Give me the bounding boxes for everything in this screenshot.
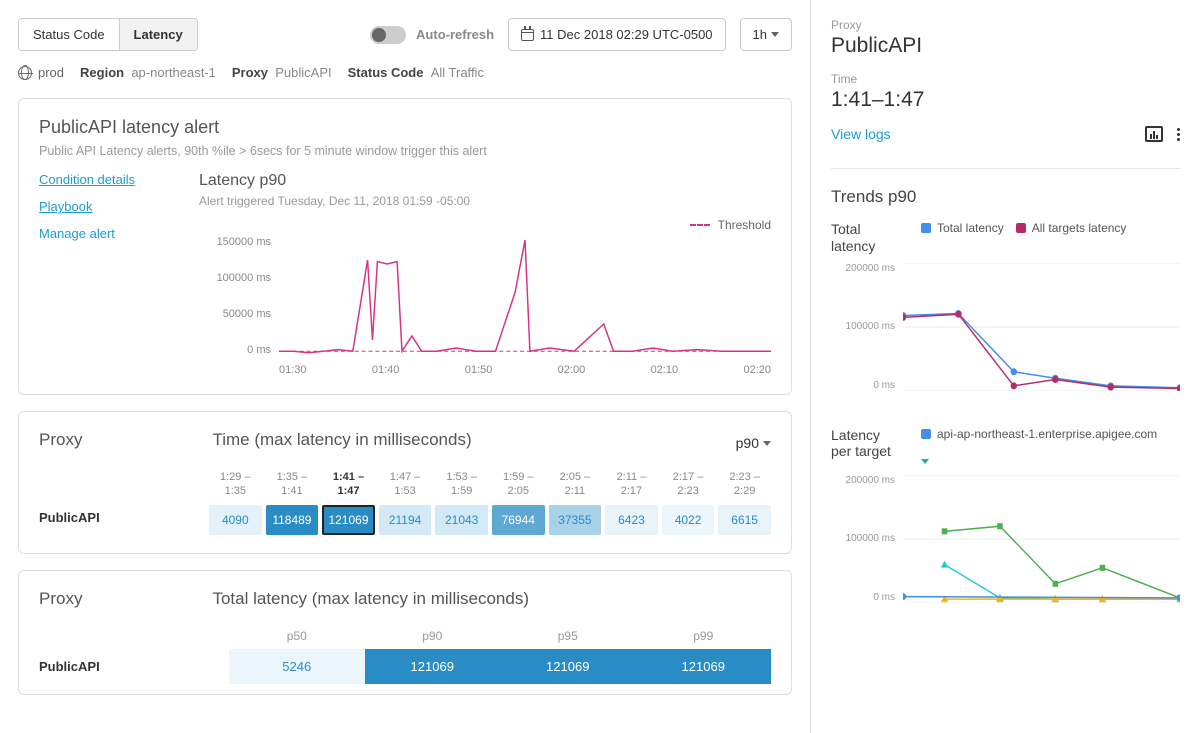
- heatmap-cell[interactable]: 1:29 – 1:354090: [209, 470, 262, 535]
- percentile-label: p90: [736, 435, 759, 451]
- percentile-header: p50: [229, 629, 365, 649]
- threshold-swatch: [690, 224, 710, 226]
- percentile-header: p95: [500, 629, 636, 649]
- heatmap-cell[interactable]: 1:41 – 1:47121069: [322, 470, 375, 535]
- globe-icon: [18, 66, 32, 80]
- chevron-down-icon: [771, 32, 779, 37]
- calendar-icon: [521, 29, 534, 41]
- latency-chart: 150000 ms100000 ms50000 ms0 ms 01:3001:4…: [199, 236, 771, 376]
- legend-item: All targets latency: [1016, 221, 1127, 235]
- heatmap-row-label: PublicAPI: [39, 510, 209, 535]
- percentile-cell[interactable]: 5246: [229, 649, 365, 684]
- link-playbook[interactable]: Playbook: [39, 199, 169, 214]
- heatmap-cell[interactable]: 1:35 – 1:41118489: [266, 470, 319, 535]
- crumb-key: Status Code: [348, 65, 424, 80]
- date-picker[interactable]: 11 Dec 2018 02:29 UTC-0500: [508, 18, 725, 51]
- trends-title: Trends p90: [831, 187, 1180, 207]
- percentile-cell[interactable]: 121069: [636, 649, 772, 684]
- heatmap-cell[interactable]: 2:05 – 2:1137355: [549, 470, 602, 535]
- metric-tabs: Status Code Latency: [18, 18, 198, 51]
- total-latency-panel: Proxy Total latency (max latency in mill…: [18, 570, 792, 695]
- link-manage-alert[interactable]: Manage alert: [39, 226, 169, 241]
- crumb-val: ap-northeast-1: [131, 65, 216, 80]
- chart-title: Latency p90: [199, 172, 771, 190]
- heatmap-cell[interactable]: 2:23 – 2:296615: [718, 470, 771, 535]
- link-condition-details[interactable]: Condition details: [39, 172, 169, 187]
- percentile-dropdown[interactable]: p90: [736, 435, 771, 451]
- side-time-val: 1:41–1:47: [831, 88, 1180, 112]
- proxy-col-title-2: Proxy: [39, 589, 82, 609]
- tab-latency[interactable]: Latency: [119, 19, 197, 50]
- proxy-col-title: Proxy: [39, 430, 82, 450]
- time-heatmap-panel: Proxy Time (max latency in milliseconds)…: [18, 411, 792, 554]
- side-proxy-val: PublicAPI: [831, 34, 1180, 58]
- percentile-header: p99: [636, 629, 772, 649]
- chart-icon[interactable]: [1145, 126, 1163, 142]
- alert-panel: PublicAPI latency alert Public API Laten…: [18, 98, 792, 395]
- view-logs-link[interactable]: View logs: [831, 126, 891, 142]
- trend2-title: Latency per target: [831, 427, 901, 461]
- env-label: prod: [38, 65, 64, 80]
- chart-triggered: Alert triggered Tuesday, Dec 11, 2018 01…: [199, 194, 771, 208]
- details-sidebar: Proxy PublicAPI Time 1:41–1:47 View logs…: [810, 0, 1200, 733]
- heatmap-cell[interactable]: 1:53 – 1:5921043: [435, 470, 488, 535]
- heatmap-cell[interactable]: 2:17 – 2:234022: [662, 470, 715, 535]
- heatmap-cell[interactable]: 1:47 – 1:5321194: [379, 470, 432, 535]
- threshold-legend: Threshold: [718, 218, 771, 232]
- crumb-val: All Traffic: [431, 65, 484, 80]
- breadcrumb: prod Region ap-northeast-1 Proxy PublicA…: [18, 65, 792, 80]
- alert-subtitle: Public API Latency alerts, 90th %ile > 6…: [39, 144, 771, 158]
- time-range-dropdown[interactable]: 1h: [740, 18, 792, 51]
- range-label: 1h: [753, 27, 767, 42]
- auto-refresh-toggle[interactable]: [370, 26, 406, 44]
- crumb-val: PublicAPI: [275, 65, 331, 80]
- percentile-cell[interactable]: 121069: [365, 649, 501, 684]
- tab-status-code[interactable]: Status Code: [19, 19, 119, 50]
- crumb-key: Region: [80, 65, 124, 80]
- legend-item: api-ap-northeast-1.enterprise.apigee.com: [921, 427, 1157, 441]
- side-time-key: Time: [831, 72, 1180, 86]
- heatmap-cell[interactable]: 1:59 – 2:0576944: [492, 470, 545, 535]
- trend-latency-per-target: Latency per target api-ap-northeast-1.en…: [831, 427, 1180, 615]
- total-latency-title: Total latency (max latency in millisecon…: [212, 589, 529, 609]
- trend-total-latency: Total latency Total latency All targets l…: [831, 221, 1180, 403]
- alert-title: PublicAPI latency alert: [39, 117, 771, 138]
- date-display: 11 Dec 2018 02:29 UTC-0500: [540, 27, 712, 42]
- crumb-key: Proxy: [232, 65, 268, 80]
- percentile-cell[interactable]: 121069: [500, 649, 636, 684]
- legend-item: Total latency: [921, 221, 1004, 235]
- pbar-row-label: PublicAPI: [39, 659, 229, 674]
- chevron-down-icon: [763, 441, 771, 446]
- alert-links: Condition details Playbook Manage alert: [39, 172, 169, 376]
- more-menu-icon[interactable]: [1177, 128, 1180, 141]
- percentile-header: p90: [365, 629, 501, 649]
- toolbar: Status Code Latency Auto-refresh 11 Dec …: [18, 18, 792, 51]
- legend-expand-icon[interactable]: [921, 459, 929, 464]
- time-col-title: Time (max latency in milliseconds): [212, 430, 471, 450]
- auto-refresh-label: Auto-refresh: [416, 27, 494, 42]
- heatmap-cell[interactable]: 2:11 – 2:176423: [605, 470, 658, 535]
- trend1-title: Total latency: [831, 221, 901, 255]
- side-proxy-key: Proxy: [831, 18, 1180, 32]
